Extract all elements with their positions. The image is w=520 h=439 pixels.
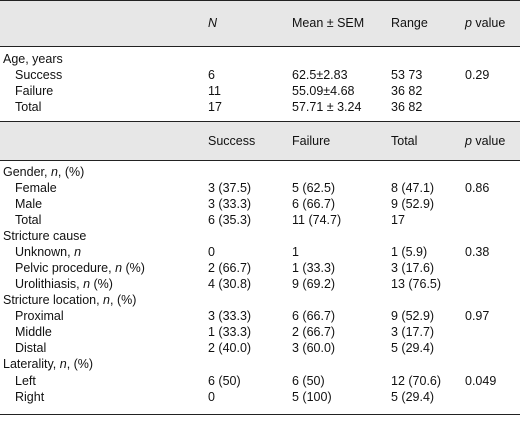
laterality-row-label: Right: [15, 390, 45, 404]
location-row-success: 2 (40.0): [208, 341, 252, 355]
age-row-p: 0.29: [465, 68, 490, 82]
age-row-mean: 57.71 ± 3.24: [292, 100, 362, 114]
cause-row-success: 4 (30.8): [208, 277, 252, 291]
gender-row-p: 0.86: [465, 181, 490, 195]
location-row-label: Distal: [15, 341, 47, 355]
col-header-n: N: [208, 16, 218, 30]
age-row-range: 36 82: [391, 100, 423, 114]
cause-row-failure: 1 (33.3): [292, 261, 336, 275]
gender-row-label: Female: [15, 181, 57, 195]
header-band-2: [0, 122, 520, 160]
cause-row-label: Unknown, n: [15, 245, 82, 259]
age-row-mean: 55.09±4.68: [292, 84, 355, 98]
cause-row-p: 0.38: [465, 245, 490, 259]
laterality-row-failure: 6 (50): [292, 374, 325, 388]
laterality-row-p: 0.049: [465, 374, 497, 388]
location-title: Stricture location, n, (%): [3, 293, 137, 307]
col-header-p-value-2: p value: [465, 134, 506, 148]
gender-row-failure: 6 (66.7): [292, 197, 336, 211]
cause-row-label: Urolithiasis, n (%): [15, 277, 113, 291]
gender-row-total: 8 (47.1): [391, 181, 435, 195]
location-row-total: 9 (52.9): [391, 309, 435, 323]
cause-row-success: 0: [208, 245, 215, 259]
cause-row-total: 1 (5.9): [391, 245, 428, 259]
cause-row-total: 13 (76.5): [391, 277, 442, 291]
location-row-p: 0.97: [465, 309, 490, 323]
location-row-success: 3 (33.3): [208, 309, 252, 323]
age-row-range: 53 73: [391, 68, 423, 82]
age-row-range: 36 82: [391, 84, 423, 98]
col-header-p-value: p value: [465, 16, 506, 30]
gender-row-success: 6 (35.3): [208, 213, 252, 227]
section-rule: [0, 121, 520, 122]
header-rule-2: [0, 160, 520, 161]
location-row-label: Middle: [15, 325, 52, 339]
gender-row-failure: 5 (62.5): [292, 181, 336, 195]
gender-row-success: 3 (33.3): [208, 197, 252, 211]
laterality-row-label: Left: [15, 374, 36, 388]
bottom-rule: [0, 414, 520, 415]
gender-row-label: Male: [15, 197, 43, 211]
age-title: Age, years: [3, 52, 63, 66]
laterality-title: Laterality, n, (%): [3, 357, 94, 371]
age-row-label: Failure: [15, 84, 54, 98]
cause-row-failure: 1: [292, 245, 299, 259]
age-row-n: 11: [208, 84, 221, 98]
gender-row-failure: 11 (74.7): [292, 213, 342, 227]
cause-row-success: 2 (66.7): [208, 261, 252, 275]
top-rule: [0, 0, 520, 1]
col-header-mean: Mean ± SEM: [292, 16, 365, 30]
laterality-row-total: 12 (70.6): [391, 374, 442, 388]
location-row-total: 5 (29.4): [391, 341, 435, 355]
location-row-total: 3 (17.7): [391, 325, 435, 339]
col-header-total: Total: [391, 134, 418, 148]
gender-row-label: Total: [15, 213, 42, 227]
age-row-n: 17: [208, 100, 222, 114]
age-row-label: Total: [15, 100, 42, 114]
cause-row-failure: 9 (69.2): [292, 277, 336, 291]
gender-title: Gender, n, (%): [3, 165, 85, 179]
header-band-1: [0, 0, 520, 46]
header-rule-1: [0, 46, 520, 47]
age-row-n: 6: [208, 68, 215, 82]
gender-row-total: 9 (52.9): [391, 197, 435, 211]
location-row-failure: 2 (66.7): [292, 325, 336, 339]
cause-title: Stricture cause: [3, 229, 87, 243]
laterality-row-success: 6 (50): [208, 374, 241, 388]
col-header-range: Range: [391, 16, 428, 30]
location-row-failure: 6 (66.7): [292, 309, 336, 323]
col-header-failure: Failure: [292, 134, 331, 148]
laterality-row-failure: 5 (100): [292, 390, 332, 404]
cause-row-total: 3 (17.6): [391, 261, 435, 275]
age-row-label: Success: [15, 68, 63, 82]
age-row-mean: 62.5±2.83: [292, 68, 348, 82]
gender-row-success: 3 (37.5): [208, 181, 252, 195]
gender-row-total: 17: [391, 213, 405, 227]
laterality-row-total: 5 (29.4): [391, 390, 435, 404]
location-row-failure: 3 (60.0): [292, 341, 336, 355]
laterality-row-success: 0: [208, 390, 215, 404]
cause-row-label: Pelvic procedure, n (%): [15, 261, 145, 275]
col-header-success: Success: [208, 134, 256, 148]
location-row-label: Proximal: [15, 309, 64, 323]
location-row-success: 1 (33.3): [208, 325, 252, 339]
